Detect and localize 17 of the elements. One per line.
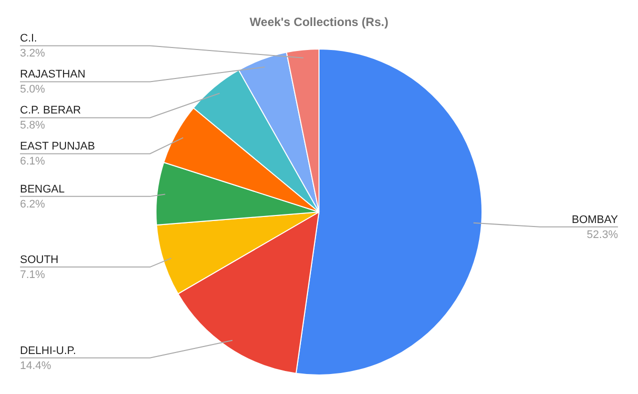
data-label: 14.4% [20, 360, 52, 372]
slice-label: BENGAL [20, 183, 65, 196]
data-label: 5.0% [20, 84, 46, 96]
data-label: 7.1% [20, 269, 46, 282]
slice-label: SOUTH [20, 254, 59, 266]
slice-label: DELHI-U.P. [20, 344, 76, 357]
slice-label: EAST PUNJAB [20, 140, 95, 153]
data-label: 3.2% [20, 48, 46, 60]
slice-label: C.I. [20, 32, 38, 45]
slice-label: C.P. BERAR [20, 104, 81, 117]
chart-title: Week's Collections (Rs.) [250, 15, 388, 29]
data-label: 6.1% [20, 156, 46, 168]
data-label: 6.2% [20, 198, 46, 210]
slice-label: RAJASTHAN [20, 68, 86, 81]
slice-label: BOMBAY [572, 214, 619, 226]
data-label: 52.3% [586, 228, 618, 241]
data-label: 5.8% [20, 120, 46, 132]
